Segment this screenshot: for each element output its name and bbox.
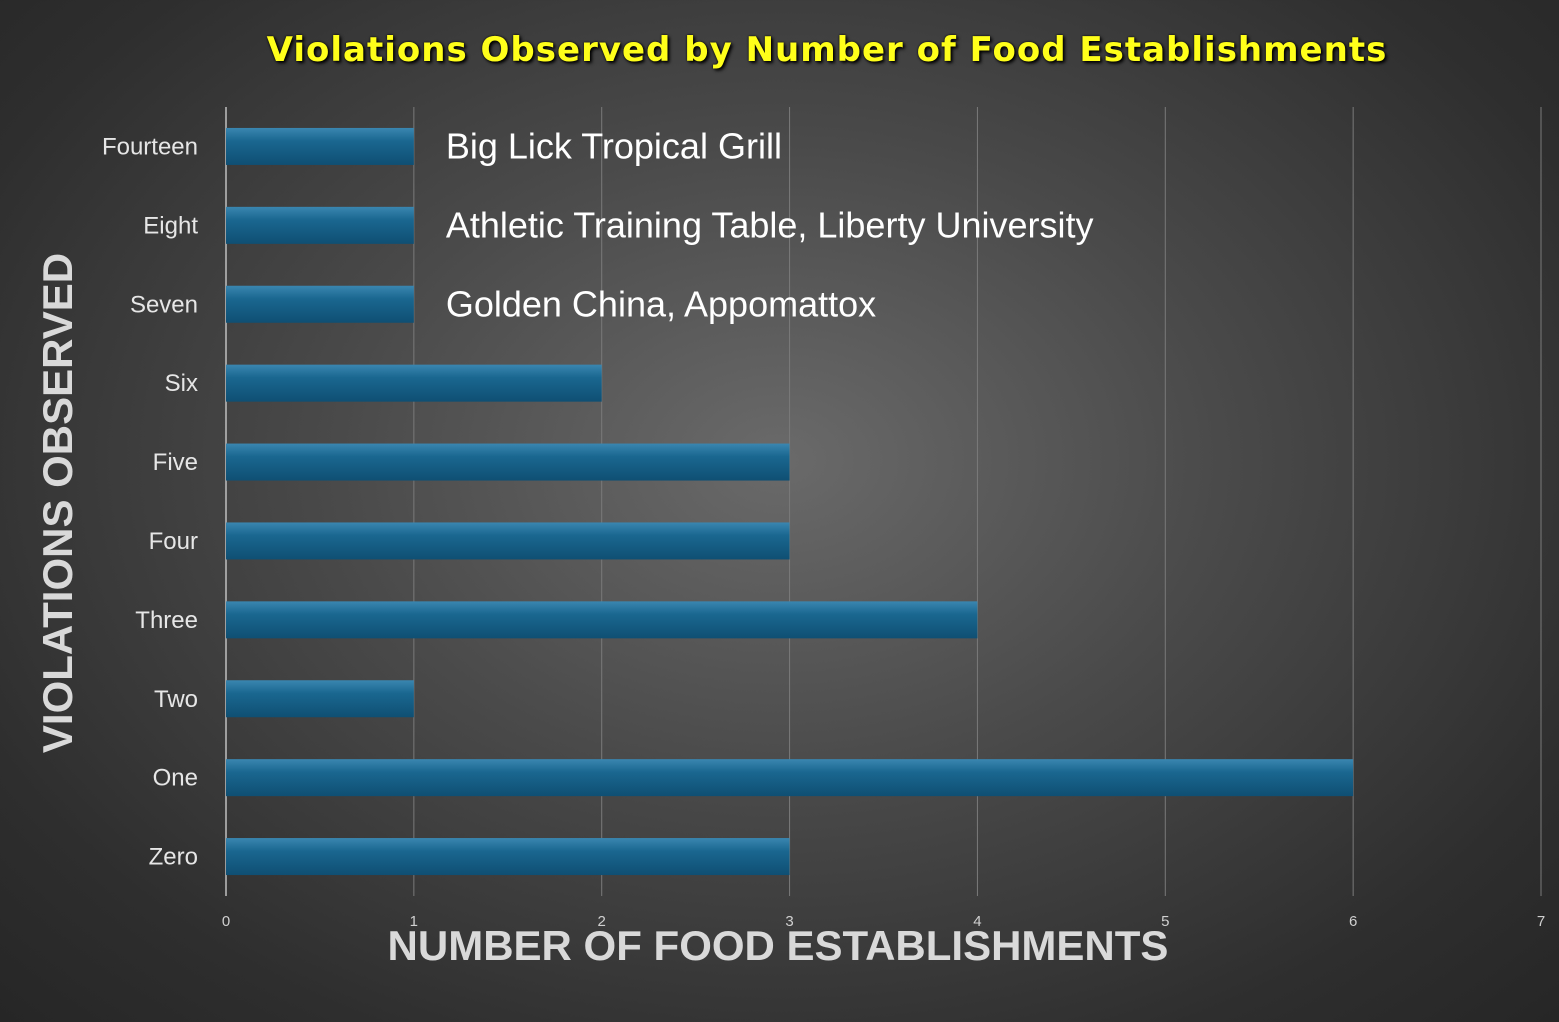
bar: [226, 364, 602, 402]
x-tick-label: 6: [1349, 913, 1357, 930]
chart-title: Violations Observed by Number of Food Es…: [266, 30, 1388, 70]
bar-annotation: Big Lick Tropical Grill: [446, 125, 782, 166]
bar: [226, 522, 790, 560]
category-label: Seven: [130, 291, 198, 318]
category-label: Five: [153, 449, 198, 476]
category-label: Zero: [149, 844, 198, 871]
y-axis-title: VIOLATIONS OBSERVED: [34, 252, 81, 754]
x-tick-label: 7: [1537, 913, 1545, 930]
bar-annotation: Golden China, Appomattox: [446, 283, 876, 324]
bar: [226, 680, 414, 718]
x-tick-label: 5: [1161, 913, 1169, 930]
category-label: Fourteen: [102, 133, 198, 160]
bar: [226, 285, 414, 323]
bar: [226, 127, 414, 165]
x-tick-label: 4: [973, 913, 981, 930]
bar: [226, 601, 978, 639]
x-tick-label: 0: [222, 913, 230, 930]
bar-annotation: Athletic Training Table, Liberty Univers…: [446, 204, 1094, 245]
x-tick-label: 1: [410, 913, 418, 930]
category-label: One: [153, 765, 198, 792]
annotations: Big Lick Tropical Grill Athletic Training…: [446, 125, 1094, 324]
x-tick-label: 3: [785, 913, 793, 930]
x-axis-title: NUMBER OF FOOD ESTABLISHMENTS: [387, 922, 1169, 969]
bar: [226, 206, 414, 244]
bar: [226, 838, 790, 876]
category-labels: Zero One Two Three Four Five Six Seven Eight Four…: [102, 133, 198, 870]
category-label: Four: [149, 528, 198, 555]
bars: [226, 127, 1354, 876]
bar: [226, 443, 790, 481]
x-tick-label: 2: [598, 913, 606, 930]
category-label: Eight: [143, 212, 198, 239]
category-label: Six: [165, 370, 198, 397]
x-tick-labels: 0 1 2 3 4 5 6 7: [222, 913, 1545, 930]
category-label: Two: [154, 686, 198, 713]
bar: [226, 759, 1354, 797]
category-label: Three: [135, 607, 198, 634]
